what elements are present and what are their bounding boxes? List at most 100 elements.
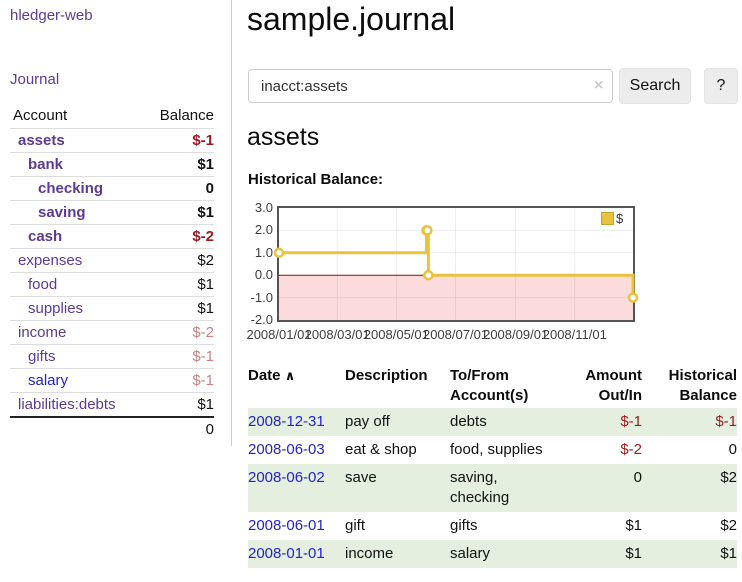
legend-label: $	[616, 211, 624, 226]
clear-search-icon[interactable]: ×	[594, 77, 604, 94]
register-description: save	[345, 464, 450, 512]
account-row: food $1	[10, 272, 214, 297]
register-header-amount: Amount Out/In	[585, 367, 642, 404]
account-balance: $1	[142, 296, 214, 321]
account-link[interactable]: cash	[28, 228, 63, 245]
account-balance: $1	[142, 152, 214, 177]
account-balance: $1	[142, 392, 214, 417]
register-header-accounts: To/From Account(s)	[450, 367, 529, 404]
help-button[interactable]: ?	[704, 68, 738, 104]
register-amount: $1	[560, 540, 642, 568]
register-accounts: salary	[450, 540, 560, 568]
register-accounts: food, supplies	[450, 441, 543, 458]
x-axis-tick-label: 2008/01/01	[246, 327, 312, 342]
sort-date-control[interactable]: Date ∧	[248, 367, 295, 384]
y-axis-tick-label: 0.0	[254, 267, 273, 283]
account-row: supplies $1	[10, 296, 214, 321]
register-amount: 0	[560, 464, 642, 512]
account-link[interactable]: income	[18, 324, 67, 341]
account-balance: 0	[142, 176, 214, 201]
register-header-balance: Historical Balance	[668, 367, 737, 404]
x-axis-tick-label: 2008/11/01	[542, 327, 607, 342]
account-row: assets $-1	[10, 128, 214, 153]
register-table: Date ∧ Description To/From Account(s) Am…	[248, 362, 737, 568]
account-link[interactable]: saving	[38, 204, 86, 221]
account-link[interactable]: liabilities:debts	[18, 396, 116, 413]
account-link[interactable]: supplies	[28, 300, 84, 317]
y-axis-tick-label: 1.0	[254, 244, 273, 260]
search-input[interactable]	[248, 69, 613, 103]
account-section-title: assets	[247, 123, 320, 151]
brand-link[interactable]: hledger-web	[10, 7, 93, 24]
data-point-marker	[273, 247, 285, 259]
account-link[interactable]: checking	[38, 180, 104, 197]
account-row: liabilities:debts $1	[10, 392, 214, 417]
register-date-cell[interactable]: 2008-06-02	[248, 464, 345, 512]
account-balance: $-1	[142, 368, 214, 393]
register-description: pay off	[345, 408, 450, 436]
account-link[interactable]: expenses	[18, 252, 83, 269]
register-row: 2008-01-01 income salary $1 $1	[248, 540, 737, 568]
register-balance: 0	[728, 441, 737, 458]
account-link[interactable]: food	[28, 276, 58, 293]
account-row: gifts $-1	[10, 344, 214, 369]
register-date-cell[interactable]: 2008-01-01	[248, 540, 345, 568]
register-date-link[interactable]: 2008-06-01	[248, 517, 325, 534]
register-balance: $-1	[642, 408, 737, 436]
account-link[interactable]: salary	[28, 372, 69, 389]
register-date-link[interactable]: 2008-06-02	[248, 469, 325, 486]
account-balance: $-1	[142, 128, 214, 153]
register-description: eat & shop	[345, 441, 417, 458]
register-balance: $2	[720, 517, 737, 534]
y-axis-tick-label: 3.0	[254, 200, 273, 215]
register-accounts: gifts	[450, 517, 478, 534]
register-balance: $1	[642, 540, 737, 568]
x-axis-tick-label: 2008/07/01	[422, 327, 489, 342]
register-date-cell[interactable]: 2008-12-31	[248, 408, 345, 436]
account-link[interactable]: assets	[18, 132, 65, 149]
register-date-link[interactable]: 2008-06-03	[248, 441, 325, 458]
account-row: cash $-2	[10, 224, 214, 249]
account-row: income $-2	[10, 320, 214, 345]
chart-title: Historical Balance:	[248, 171, 384, 188]
chart-legend: $	[601, 211, 623, 226]
register-date-link[interactable]: 2008-12-31	[248, 413, 325, 430]
x-axis-tick-label: 2008/03/01	[304, 327, 370, 342]
account-balance: $-2	[142, 320, 214, 345]
register-date-cell[interactable]: 2008-06-01	[248, 512, 345, 540]
account-link[interactable]: gifts	[28, 348, 56, 365]
accounts-table: Account Balance assets $-1 bank $1 checking 0…	[10, 104, 214, 441]
register-amount: $1	[625, 517, 642, 534]
register-header-date-label: Date	[248, 367, 281, 384]
register-row: 2008-06-01 gift gifts $1 $2	[248, 512, 737, 540]
register-row: 2008-06-02 save saving, checking 0 $2	[248, 464, 737, 512]
accounts-total-value: 0	[142, 416, 214, 441]
register-balance: $2	[642, 464, 737, 512]
register-description: income	[345, 540, 450, 568]
sidebar-item-journal[interactable]: Journal	[10, 71, 60, 88]
data-point-marker	[423, 269, 434, 281]
register-date-link[interactable]: 2008-01-01	[248, 545, 325, 562]
account-row: bank $1	[10, 152, 214, 177]
account-balance: $-1	[142, 344, 214, 369]
balance-chart-canvas	[273, 208, 639, 320]
y-axis-tick-label: -2.0	[250, 312, 273, 327]
balance-chart-plot[interactable]	[273, 206, 639, 322]
page-title: sample.journal	[247, 1, 456, 37]
account-row: salary $-1	[10, 368, 214, 393]
search-button[interactable]: Search	[619, 68, 691, 104]
sidebar: hledger-web Journal Account Balance asse…	[0, 0, 232, 446]
account-balance: $2	[142, 248, 214, 273]
accounts-total-row: 0	[10, 416, 214, 441]
account-link[interactable]: bank	[28, 156, 64, 173]
register-accounts: saving, checking	[450, 464, 560, 512]
data-point-marker	[627, 292, 639, 303]
account-row: saving $1	[10, 200, 214, 225]
accounts-total-spacer	[10, 416, 143, 441]
register-date-cell[interactable]: 2008-06-03	[248, 436, 345, 464]
y-axis-tick-label: -1.0	[250, 289, 273, 305]
x-axis-tick-label: 2008/05/01	[363, 327, 429, 342]
legend-swatch-icon	[601, 212, 614, 225]
account-balance: $1	[142, 200, 214, 225]
